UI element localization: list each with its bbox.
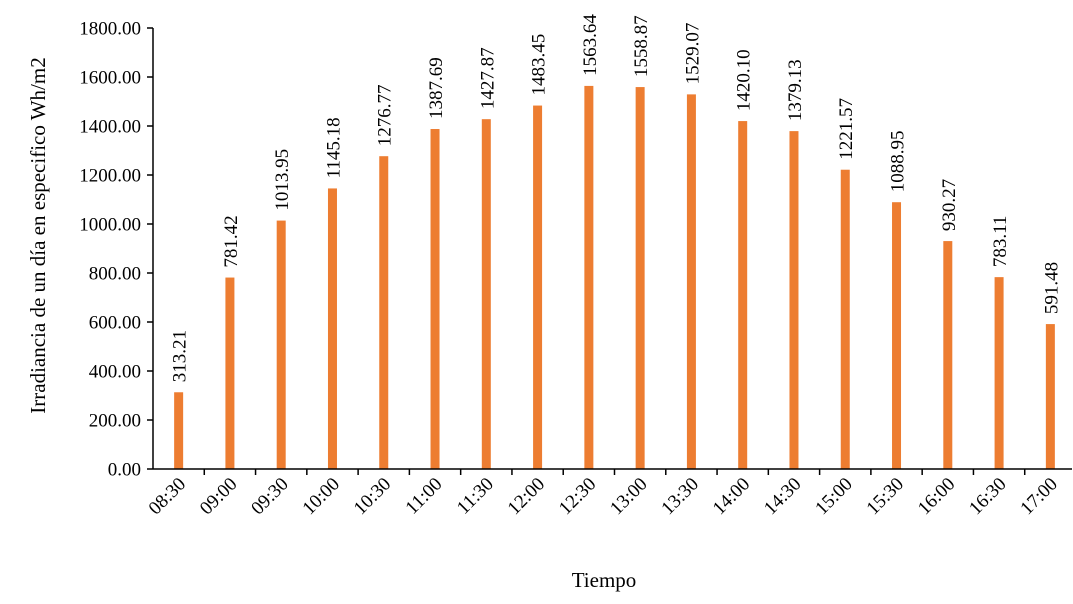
x-tick-label: 10:30 <box>350 474 395 519</box>
data-label: 313.21 <box>170 330 191 382</box>
y-tick-label: 600.00 <box>89 313 141 334</box>
y-tick-label: 800.00 <box>89 264 141 285</box>
bar <box>1045 324 1055 469</box>
x-tick-label: 14:00 <box>709 474 754 519</box>
x-tick-label: 13:30 <box>657 474 702 519</box>
y-tick-label: 1800.00 <box>79 19 141 40</box>
y-tick-label: 0.00 <box>108 460 141 481</box>
data-label: 1427.87 <box>477 47 498 109</box>
x-tick-label: 13:00 <box>606 474 651 519</box>
data-label: 1379.13 <box>785 59 806 121</box>
data-label: 1221.57 <box>836 98 857 160</box>
data-label: 591.48 <box>1041 262 1062 314</box>
y-tick-label: 1200.00 <box>79 166 141 187</box>
bar <box>738 121 748 469</box>
y-tick-label: 200.00 <box>89 411 141 432</box>
data-label: 1276.77 <box>375 84 396 146</box>
bar <box>892 202 902 469</box>
bar <box>481 119 491 470</box>
bar <box>994 277 1004 469</box>
data-label: 1387.69 <box>426 57 447 119</box>
bar <box>533 105 543 469</box>
y-axis-ticks: 0.00 200.00 400.00 600.00 800.00 1000.00 1200.… <box>79 19 153 481</box>
data-label: 930.27 <box>939 179 960 231</box>
data-label: 1563.64 <box>580 14 601 76</box>
x-tick-label: 12:30 <box>555 474 600 519</box>
x-tick-label: 16:30 <box>965 474 1010 519</box>
bar <box>584 85 594 469</box>
x-tick-label: 08:30 <box>145 474 190 519</box>
data-label: 783.11 <box>990 216 1011 268</box>
y-tick-label: 1000.00 <box>79 215 141 236</box>
data-labels: 313.21 781.42 1013.95 1145.18 1276.77 1387.69… <box>170 14 1063 383</box>
data-label: 1013.95 <box>272 149 293 211</box>
x-tick-label: 09:00 <box>196 474 241 519</box>
x-tick-label: 15:00 <box>811 474 856 519</box>
data-label: 1145.18 <box>323 117 344 178</box>
data-label: 1529.07 <box>682 23 703 85</box>
x-tick-label: 12:00 <box>504 474 549 519</box>
y-tick-label: 400.00 <box>89 362 141 383</box>
x-tick-label: 11:30 <box>453 474 498 519</box>
x-tick-label: 11:00 <box>402 474 447 519</box>
bar <box>430 129 440 470</box>
bar <box>327 188 337 469</box>
bar <box>943 241 953 469</box>
x-axis-title: Tiempo <box>572 568 637 592</box>
x-tick-label: 17:00 <box>1016 474 1061 519</box>
x-tick-label: 09:30 <box>247 474 292 519</box>
x-tick-label: 16:00 <box>914 474 959 519</box>
bars <box>174 85 1055 470</box>
bar <box>789 131 799 469</box>
bar <box>276 220 286 469</box>
bar <box>225 277 235 469</box>
data-label: 1420.10 <box>734 49 755 111</box>
data-label: 1558.87 <box>631 15 652 77</box>
x-tick-label: 10:00 <box>299 474 344 519</box>
data-label: 1088.95 <box>888 130 909 192</box>
bar <box>635 87 645 470</box>
y-tick-label: 1400.00 <box>79 117 141 138</box>
bar <box>174 392 184 469</box>
bar <box>379 156 389 469</box>
x-tick-label: 15:30 <box>863 474 908 519</box>
data-label: 1483.45 <box>529 34 550 96</box>
x-tick-label: 14:30 <box>760 474 805 519</box>
bar <box>840 169 850 470</box>
y-axis-title: Irradiancia de un día en especifico Wh/m… <box>26 57 50 413</box>
y-tick-label: 1600.00 <box>79 68 141 89</box>
x-axis-ticks: 08:30 09:00 09:30 10:00 10:30 11:00 11:30 12:00… <box>145 469 1062 519</box>
bar <box>686 94 696 469</box>
data-label: 781.42 <box>221 215 242 267</box>
